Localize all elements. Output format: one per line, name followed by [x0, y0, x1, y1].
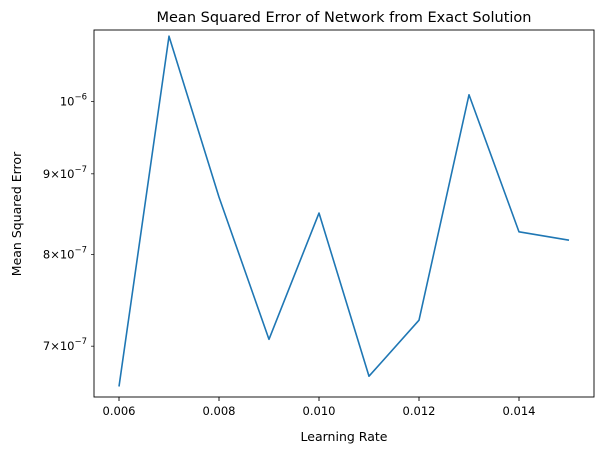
- x-tick-label: 0.010: [303, 404, 336, 418]
- x-tick-label: 0.014: [503, 404, 536, 418]
- plot-area-frame: [93, 29, 595, 398]
- x-tick-label: 0.006: [103, 404, 136, 418]
- y-tick-label: 9×10−7: [43, 165, 87, 181]
- x-axis-label: Learning Rate: [301, 429, 388, 444]
- series-line: [118, 35, 570, 387]
- y-axis-label: Mean Squared Error: [9, 151, 24, 276]
- y-tick-label: 8×10−7: [43, 246, 87, 262]
- y-axis: 7×10−7 8×10−7 9×10−7 10−6: [43, 93, 94, 353]
- y-tick-label: 7×10−7: [43, 337, 87, 353]
- x-tick-label: 0.012: [403, 404, 436, 418]
- x-axis: 0.006 0.008 0.010 0.012 0.014: [103, 397, 536, 418]
- x-tick-label: 0.008: [203, 404, 236, 418]
- chart-title: Mean Squared Error of Network from Exact…: [157, 10, 532, 26]
- y-tick-label: 10−6: [60, 93, 87, 109]
